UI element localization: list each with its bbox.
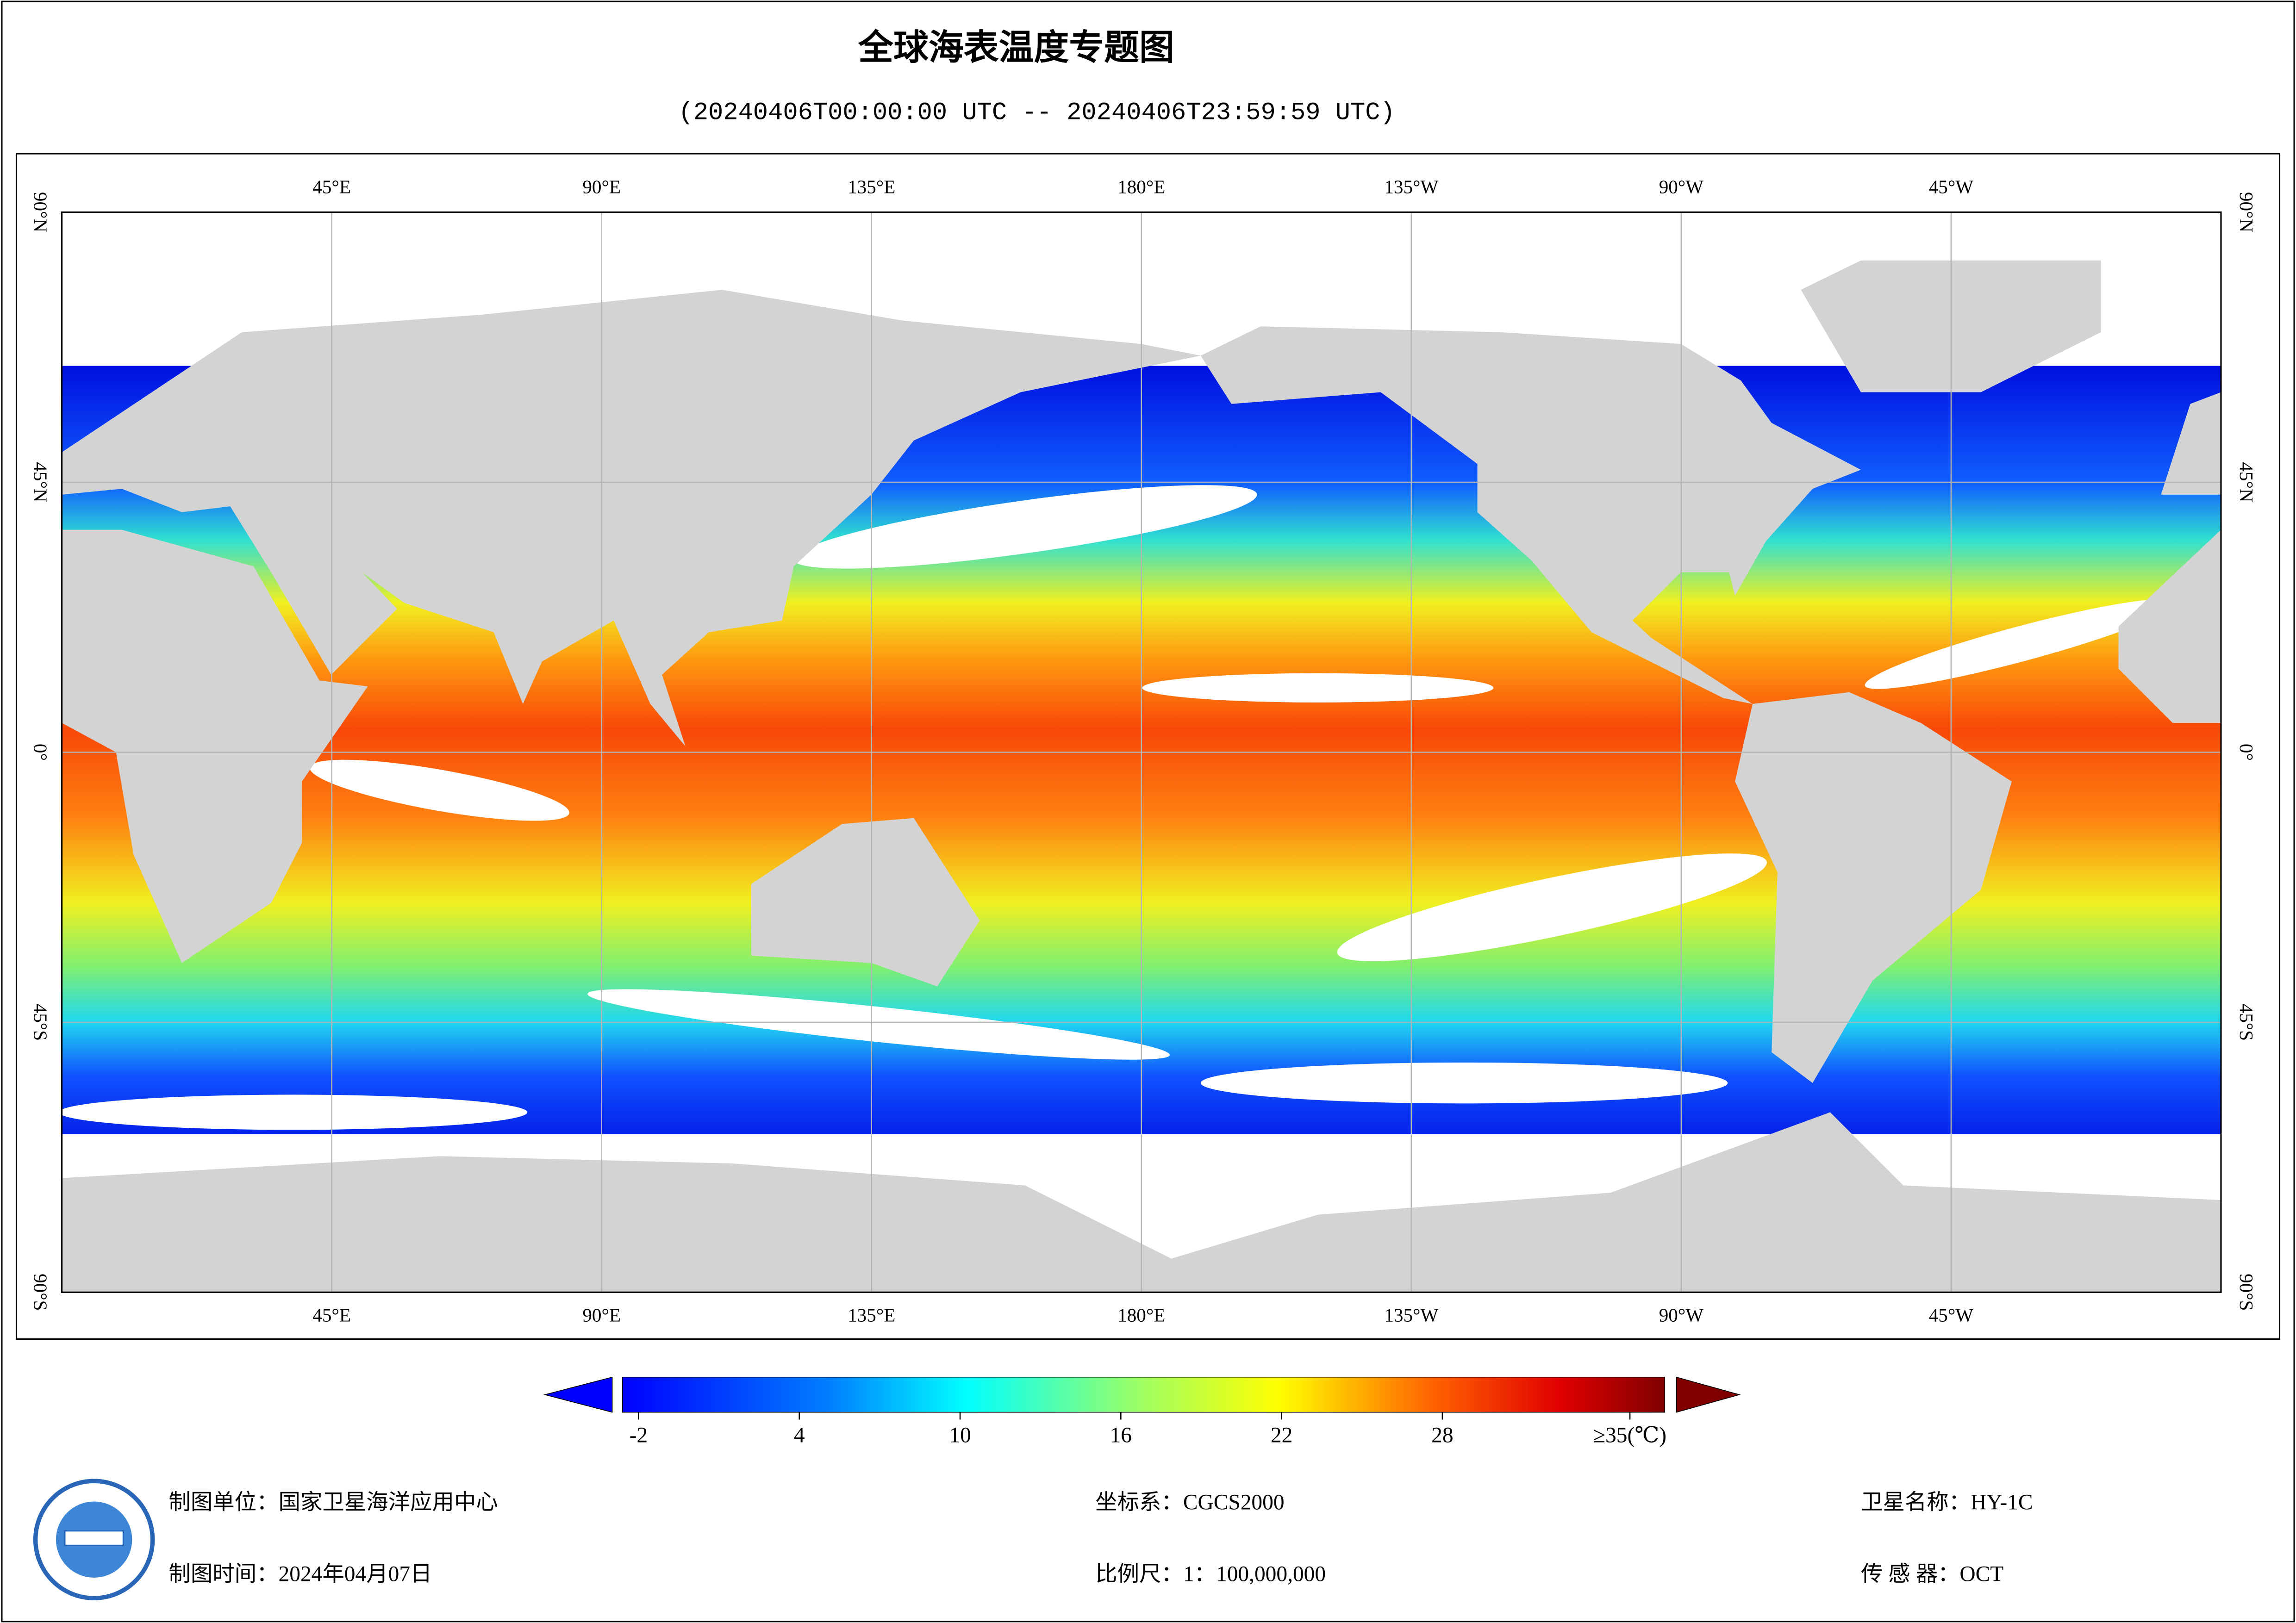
lat-label: 90°N <box>2236 192 2257 232</box>
lat-label: 90°S <box>2236 1274 2257 1311</box>
colorbar-tick-label: -2 <box>630 1423 648 1447</box>
lon-label: 135°W <box>1384 176 1438 197</box>
map-frame <box>15 153 2281 1340</box>
footer-text: 制图单位：国家卫星海洋应用中心 <box>168 1491 498 1515</box>
map-body <box>62 212 2221 1293</box>
europe-west <box>2161 392 2221 495</box>
lon-label: 180°E <box>1117 1305 1165 1326</box>
subtitle: (20240406T00:00:00 UTC -- 20240406T23:59… <box>679 99 1395 127</box>
lat-label: 45°N <box>30 462 51 502</box>
lon-label: 90°W <box>1659 1305 1704 1326</box>
colorbar-tick-label: 16 <box>1110 1423 1132 1447</box>
cloud <box>310 759 569 821</box>
south-america <box>1735 692 2012 1083</box>
logo-satellite <box>64 1530 124 1546</box>
cloud <box>62 1094 528 1130</box>
cloud <box>1337 853 1767 962</box>
footer-text: 制图时间：2024年04月07日 <box>168 1562 432 1586</box>
colorbar <box>622 1376 1666 1413</box>
colorbar-under-arrow <box>543 1376 613 1413</box>
lon-label: 90°E <box>582 1305 621 1326</box>
lat-label: 45°S <box>30 1004 51 1041</box>
colorbar-tick-label: 28 <box>1431 1423 1453 1447</box>
lat-label: 90°N <box>30 192 51 232</box>
africa-west <box>2118 529 2221 723</box>
lon-label: 135°E <box>848 176 895 197</box>
australia <box>751 818 980 987</box>
cloud <box>587 989 1170 1060</box>
lat-label: 90°S <box>30 1274 51 1311</box>
cloud <box>1142 673 1494 703</box>
cloud <box>1200 1062 1728 1104</box>
lon-label: 45°E <box>312 176 351 197</box>
graticule-labels: 45°E 45°E 90°E 90°E 135°E 135°E 180°E 180°E 135°… <box>30 176 2258 1325</box>
lon-label: 90°E <box>582 176 621 197</box>
footer-text: 坐标系：CGCS2000 <box>1095 1491 1284 1515</box>
title: 全球海表温度专题图 <box>858 27 1174 68</box>
colorbar-tick-label: 4 <box>794 1423 805 1447</box>
lon-label: 180°E <box>1117 176 1165 197</box>
footer-text: 卫星名称：HY-1C <box>1861 1491 2033 1515</box>
colorbar-over-arrow <box>1676 1376 1741 1413</box>
lat-label: 45°S <box>2236 1004 2257 1041</box>
lon-label: 45°W <box>1929 1305 1974 1326</box>
lat-label: 0° <box>30 744 51 761</box>
lon-label: 45°E <box>312 1305 351 1326</box>
north-america <box>1200 326 1861 704</box>
lon-label: 45°W <box>1929 176 1974 197</box>
colorbar-tick-label: ≥35(℃) <box>1593 1423 1666 1447</box>
lon-label: 135°W <box>1384 1305 1438 1326</box>
map-border <box>61 211 2222 1293</box>
colorbar-tick-label: 10 <box>949 1423 971 1447</box>
graticule <box>62 212 2221 1293</box>
lon-label: 90°W <box>1659 176 1704 197</box>
logo <box>33 1479 155 1600</box>
lat-label: 45°N <box>2236 462 2257 502</box>
eurasia <box>62 290 1201 746</box>
lat-label: 0° <box>2236 744 2257 761</box>
footer-text: 传 感 器：OCT <box>1861 1562 2003 1586</box>
footer-text: 比例尺：1：100,000,000 <box>1095 1562 1326 1586</box>
africa <box>62 529 368 963</box>
colorbar-tick-label: 22 <box>1271 1423 1292 1447</box>
colorbar-ticks: -2 4 10 16 22 28 ≥35(℃) <box>630 1412 1666 1447</box>
cloud <box>1865 599 2176 689</box>
lon-label: 135°E <box>848 1305 895 1326</box>
